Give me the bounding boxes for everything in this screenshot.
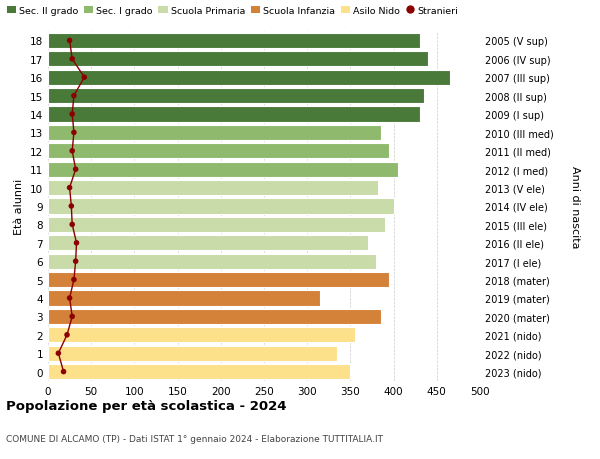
Bar [48, 328, 355, 342]
Bar [48, 309, 380, 324]
Bar [48, 89, 424, 104]
Bar [48, 107, 419, 122]
Y-axis label: Età alunni: Età alunni [14, 179, 25, 235]
Bar [48, 346, 337, 361]
Point [79, 74, 89, 82]
Point [71, 166, 80, 174]
Point [67, 203, 76, 210]
Bar [48, 126, 380, 140]
Point [69, 93, 79, 100]
Point [65, 38, 74, 45]
Bar [48, 291, 320, 306]
Text: Popolazione per età scolastica - 2024: Popolazione per età scolastica - 2024 [6, 399, 287, 412]
Text: COMUNE DI ALCAMO (TP) - Dati ISTAT 1° gennaio 2024 - Elaborazione TUTTITALIA.IT: COMUNE DI ALCAMO (TP) - Dati ISTAT 1° ge… [6, 434, 383, 443]
Point [65, 295, 74, 302]
Point [59, 368, 68, 375]
Bar [48, 34, 419, 49]
Y-axis label: Anni di nascita: Anni di nascita [570, 165, 580, 248]
Legend: Sec. II grado, Sec. I grado, Scuola Primaria, Scuola Infanzia, Asilo Nido, Stran: Sec. II grado, Sec. I grado, Scuola Prim… [5, 5, 460, 17]
Bar [48, 52, 428, 67]
Bar [48, 162, 398, 177]
Bar [48, 254, 376, 269]
Point [62, 331, 72, 339]
Point [67, 111, 77, 118]
Point [71, 258, 80, 265]
Bar [48, 364, 350, 379]
Bar [48, 273, 389, 287]
Point [69, 276, 79, 284]
Point [67, 313, 77, 320]
Bar [48, 71, 450, 85]
Point [69, 129, 79, 137]
Bar [48, 144, 389, 159]
Point [67, 56, 77, 63]
Point [67, 221, 77, 229]
Point [53, 350, 63, 357]
Point [67, 148, 77, 155]
Point [72, 240, 82, 247]
Point [65, 185, 74, 192]
Bar [48, 218, 385, 232]
Bar [48, 199, 394, 214]
Bar [48, 236, 368, 251]
Bar [48, 181, 378, 196]
